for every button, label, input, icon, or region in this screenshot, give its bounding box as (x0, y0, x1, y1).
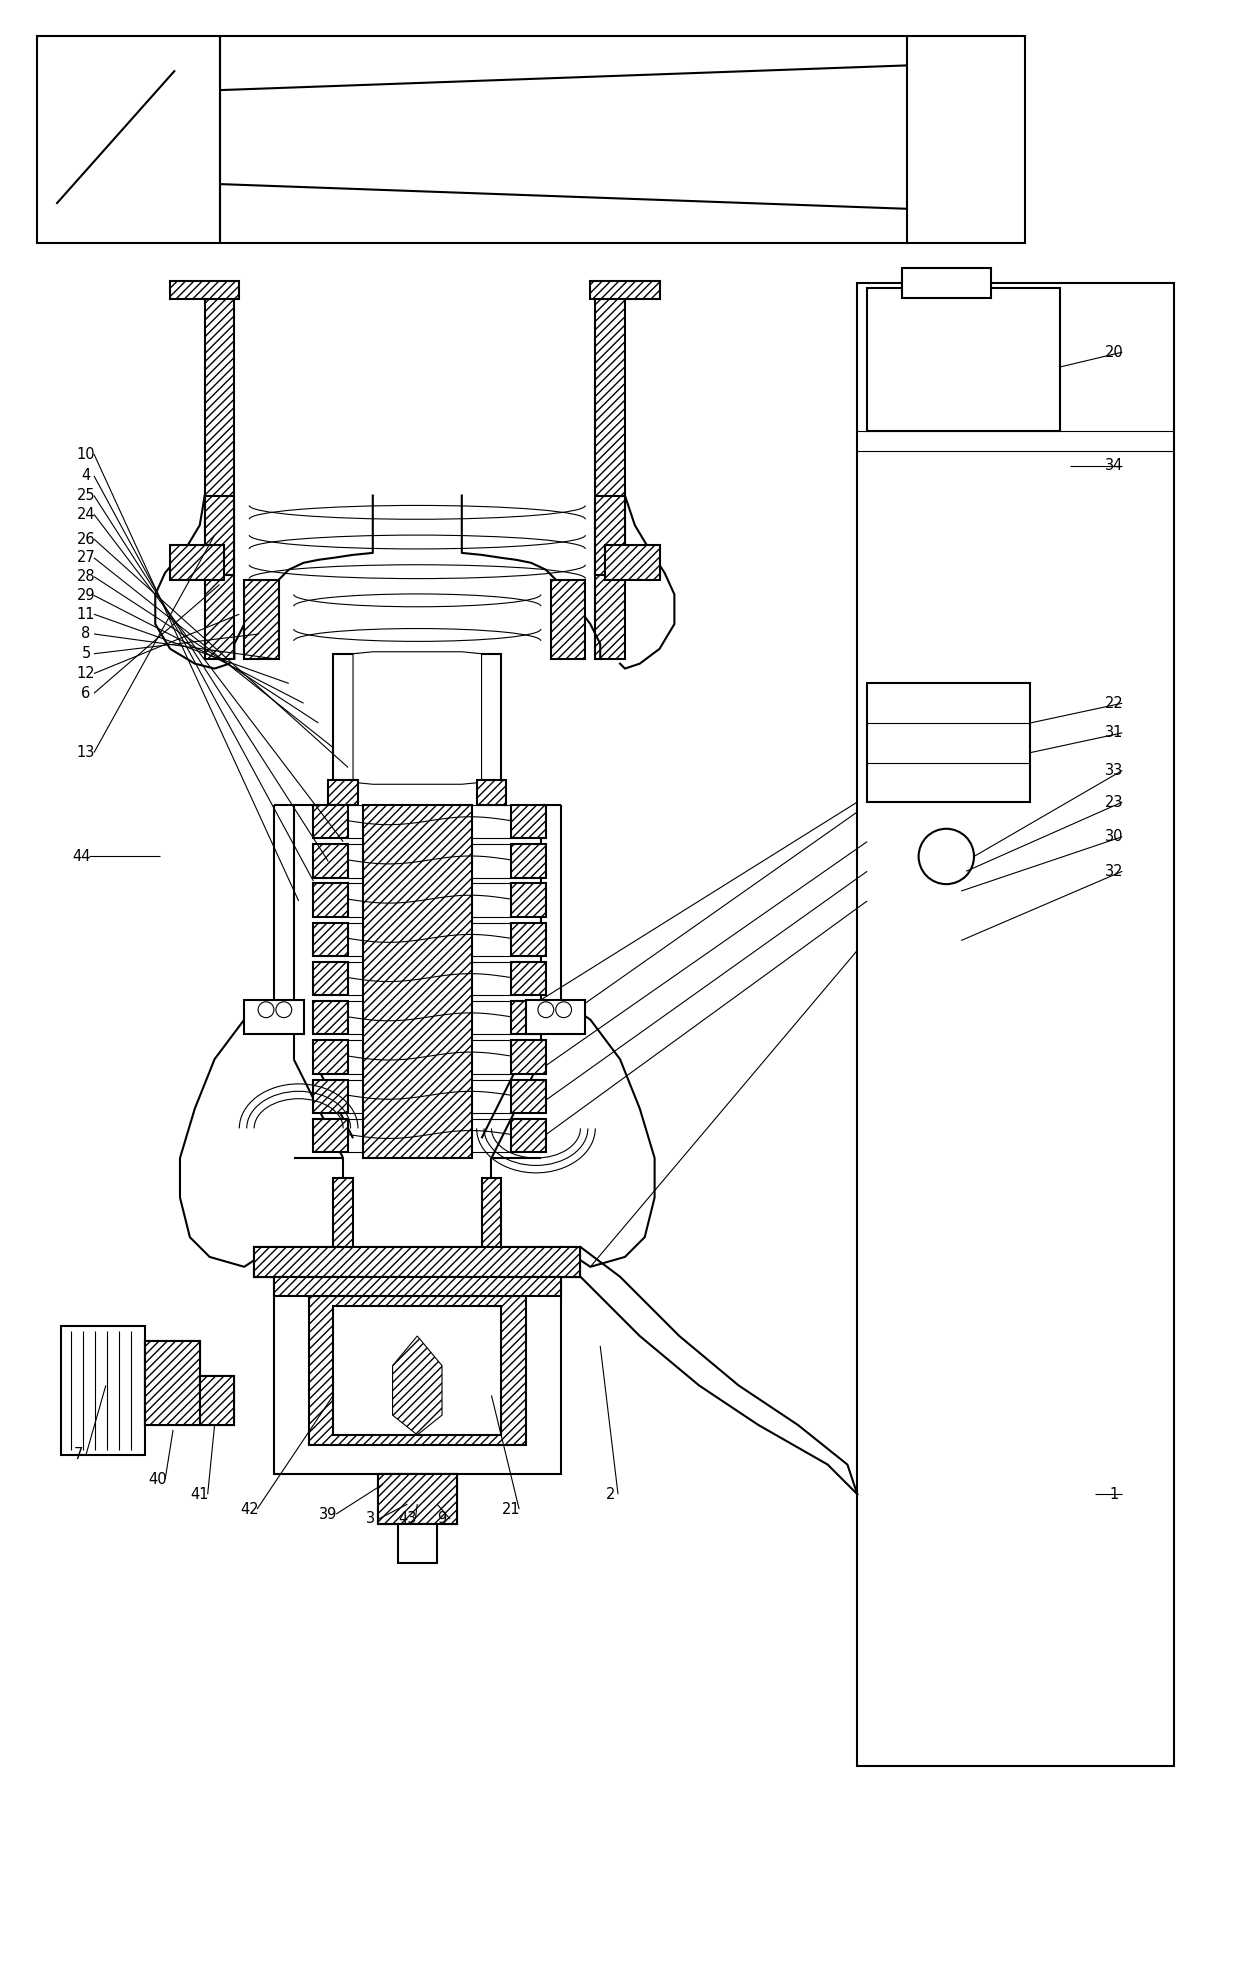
Bar (476, 780, 506, 805)
Circle shape (538, 1002, 554, 1018)
Circle shape (556, 1002, 572, 1018)
Bar (274, 1276, 560, 1475)
Text: 12: 12 (77, 666, 95, 681)
Text: 4: 4 (82, 469, 91, 482)
Bar (205, 293, 234, 660)
Bar (309, 1296, 526, 1445)
Bar (200, 1376, 234, 1426)
Bar (605, 545, 660, 579)
Bar (378, 1475, 456, 1524)
Bar (511, 1040, 546, 1073)
Text: 27: 27 (77, 549, 95, 565)
Bar (363, 805, 471, 1158)
Text: 13: 13 (77, 744, 95, 760)
Bar (857, 284, 1174, 1766)
Bar (334, 654, 501, 782)
Bar (526, 1000, 585, 1034)
Text: 9: 9 (438, 1512, 446, 1526)
Bar (334, 1177, 353, 1276)
Text: 32: 32 (1105, 864, 1123, 878)
Text: 25: 25 (77, 488, 95, 502)
Bar (378, 1475, 456, 1524)
Bar (906, 35, 1025, 244)
Text: 41: 41 (191, 1487, 210, 1502)
Bar (511, 1079, 546, 1112)
Bar (314, 884, 348, 918)
Text: 30: 30 (1105, 829, 1123, 845)
Text: 33: 33 (1105, 762, 1123, 778)
Bar (511, 884, 546, 918)
Bar (511, 963, 546, 994)
Text: 7: 7 (73, 1447, 83, 1463)
Bar (590, 282, 660, 299)
Text: 11: 11 (77, 606, 95, 622)
Text: 2: 2 (605, 1487, 615, 1502)
Bar (205, 496, 234, 575)
Bar (334, 1305, 501, 1435)
Bar (481, 1177, 501, 1276)
Bar (314, 805, 348, 839)
Text: 8: 8 (82, 626, 91, 642)
Text: 29: 29 (77, 589, 95, 603)
Polygon shape (353, 652, 481, 784)
Text: 1: 1 (1110, 1487, 1118, 1502)
Text: 40: 40 (148, 1473, 166, 1487)
Bar (274, 1276, 560, 1296)
Text: 3: 3 (366, 1512, 376, 1526)
Bar (867, 287, 1060, 431)
Text: 42: 42 (239, 1502, 258, 1516)
Text: 26: 26 (77, 532, 95, 547)
Text: 39: 39 (319, 1506, 337, 1522)
Bar (595, 293, 625, 660)
Bar (511, 845, 546, 878)
Bar (244, 1000, 304, 1034)
Bar (170, 545, 224, 579)
Text: 34: 34 (1105, 459, 1123, 473)
Bar (329, 780, 358, 805)
Circle shape (275, 1002, 291, 1018)
Bar (901, 268, 991, 297)
Bar (254, 1246, 580, 1276)
Bar (314, 845, 348, 878)
Circle shape (258, 1002, 274, 1018)
Text: 5: 5 (82, 646, 91, 662)
Text: 28: 28 (77, 569, 95, 585)
Text: 22: 22 (1105, 695, 1123, 711)
Bar (145, 1341, 200, 1426)
Text: 24: 24 (77, 506, 95, 522)
Text: 10: 10 (77, 447, 95, 461)
Text: 43: 43 (398, 1512, 417, 1526)
Bar (314, 1040, 348, 1073)
Bar (551, 579, 585, 660)
Bar (254, 1246, 580, 1276)
Text: 21: 21 (502, 1502, 521, 1516)
Text: 20: 20 (1105, 345, 1123, 360)
Text: 23: 23 (1105, 795, 1123, 809)
Bar (145, 1341, 200, 1426)
Bar (200, 1376, 234, 1426)
Bar (61, 1327, 145, 1455)
Bar (314, 923, 348, 957)
Bar (511, 805, 546, 839)
Bar (867, 683, 1030, 801)
Circle shape (919, 829, 973, 884)
Bar (511, 923, 546, 957)
Bar (398, 1524, 436, 1563)
Bar (314, 963, 348, 994)
Bar (244, 579, 279, 660)
Text: 6: 6 (82, 685, 91, 701)
Bar (37, 35, 219, 244)
Text: 44: 44 (72, 849, 91, 864)
Bar (314, 1079, 348, 1112)
Bar (170, 282, 239, 299)
Bar (314, 1000, 348, 1034)
Bar (511, 1000, 546, 1034)
Text: 31: 31 (1105, 725, 1123, 740)
Polygon shape (393, 1337, 441, 1435)
Bar (314, 1118, 348, 1152)
Bar (595, 496, 625, 575)
Bar (511, 1118, 546, 1152)
